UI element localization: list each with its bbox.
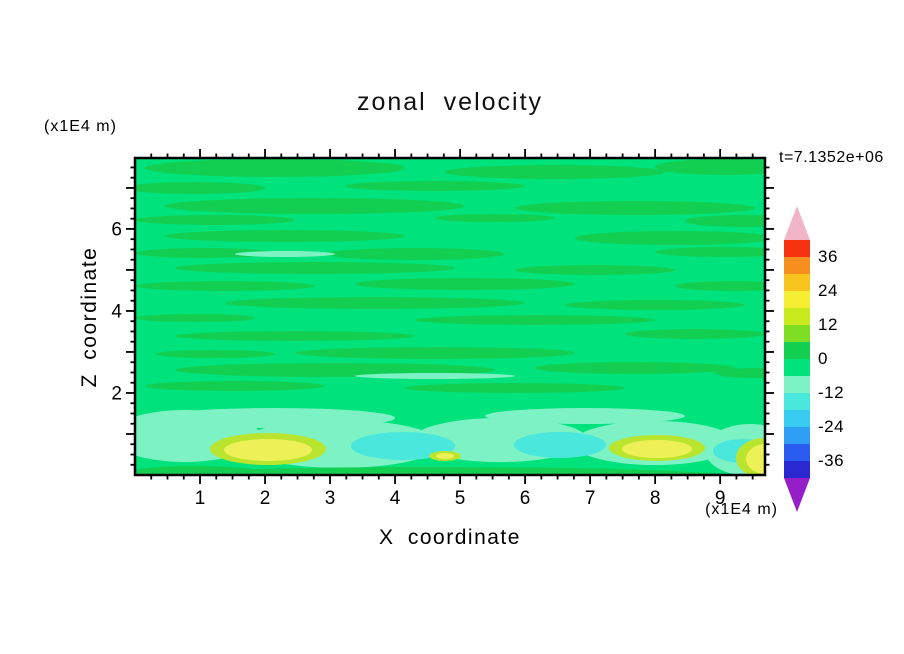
colorbar-segment: [784, 325, 810, 342]
colorbar-segment: [784, 274, 810, 291]
colorbar-label: 0: [818, 349, 828, 368]
colorbar-segment: [784, 393, 810, 410]
colorbar-label: 24: [818, 281, 838, 300]
x-tick-label: 5: [455, 488, 466, 509]
colorbar-label: -24: [818, 417, 845, 436]
colorbar-segment: [784, 359, 810, 376]
x-axis-title: X coordinate: [379, 526, 521, 549]
x-tick-label: 3: [325, 488, 336, 509]
colorbar-segment: [784, 308, 810, 325]
colorbar-label: -12: [818, 383, 845, 402]
colorbar-segment: [784, 376, 810, 393]
colorbar-label: 12: [818, 315, 838, 334]
y-axis-title: Z coordinate: [78, 246, 101, 387]
y-axis-units-label: (x1E4 m): [44, 118, 117, 135]
colorbar-label: 36: [818, 247, 838, 266]
x-tick-label: 4: [390, 488, 401, 509]
x-axis-units-label: (x1E4 m): [705, 501, 778, 518]
colorbar-segment: [784, 291, 810, 308]
contour-field: [135, 158, 765, 475]
y-tick-label: 4: [111, 301, 122, 322]
colorbar: [784, 206, 810, 512]
colorbar-under-arrow: [784, 478, 810, 512]
colorbar-segment: [784, 240, 810, 257]
colorbar-segment: [784, 427, 810, 444]
time-annotation: t=7.1352e+06: [779, 149, 884, 166]
x-tick-label: 7: [585, 488, 596, 509]
y-tick-label: 2: [111, 383, 122, 404]
x-tick-label: 2: [260, 488, 271, 509]
colorbar-segment: [784, 444, 810, 461]
y-axis-title-box: Z coordinate: [70, 158, 110, 475]
colorbar-segment: [784, 342, 810, 359]
colorbar-segment: [784, 257, 810, 274]
x-tick-label: 6: [520, 488, 531, 509]
colorbar-segment: [784, 461, 810, 478]
plot-title: zonal velocity: [356, 88, 544, 116]
x-tick-label: 1: [195, 488, 206, 509]
colorbar-label: -36: [818, 451, 845, 470]
y-tick-label: 6: [111, 219, 122, 240]
colorbar-segment: [784, 410, 810, 427]
colorbar-over-arrow: [784, 206, 810, 240]
